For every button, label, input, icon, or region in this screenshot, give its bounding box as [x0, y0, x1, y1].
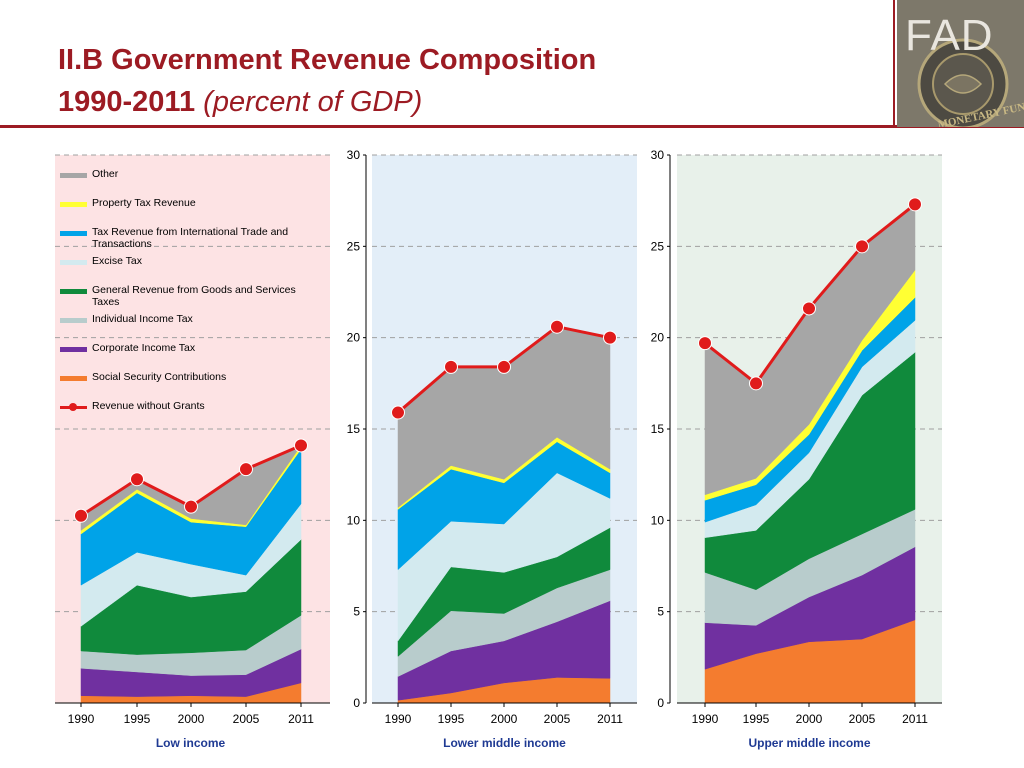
x-tick-label: 2005 — [849, 712, 876, 726]
x-tick-label: 1990 — [385, 712, 412, 726]
x-tick-label: 2005 — [233, 712, 260, 726]
legend-swatch — [60, 260, 87, 265]
legend-label: General Revenue from Goods and Services … — [92, 284, 296, 308]
y-tick-label: 15 — [651, 422, 665, 436]
y-tick-label: 5 — [353, 605, 360, 619]
x-tick-label: 2011 — [288, 712, 314, 726]
point-revenue-without-grants — [603, 330, 617, 345]
x-tick-label: 2005 — [544, 712, 571, 726]
point-revenue-without-grants — [698, 336, 712, 351]
y-tick-label: 0 — [657, 696, 664, 710]
point-revenue-without-grants — [130, 472, 144, 487]
y-tick-label: 20 — [347, 331, 361, 345]
y-tick-label: 10 — [651, 513, 665, 527]
x-tick-label: 1995 — [438, 712, 465, 726]
y-tick-label: 25 — [347, 239, 361, 253]
point-revenue-without-grants — [908, 197, 922, 212]
legend-swatch — [60, 318, 87, 323]
panel-subtitle: Upper middle income — [748, 736, 870, 750]
x-tick-label: 1990 — [68, 712, 95, 726]
y-tick-label: 30 — [651, 148, 665, 162]
legend-label: Excise Tax — [92, 255, 142, 267]
x-tick-label: 1995 — [124, 712, 151, 726]
point-revenue-without-grants — [239, 462, 253, 477]
title-divider — [0, 125, 1024, 128]
y-tick-label: 0 — [353, 696, 360, 710]
legend-swatch — [60, 347, 87, 352]
fad-logo-icon: FAD MONETARY FUND — [897, 0, 1024, 127]
legend-swatch — [60, 202, 87, 207]
legend-swatch — [60, 289, 87, 294]
slide-title: II.B Government Revenue Composition — [58, 44, 597, 76]
panel-upper-middle-income: 1990 1995 2000 2005 2011 0 5 10 15 20 25 30 Upper mi… — [651, 148, 942, 750]
legend-label: Other — [92, 168, 119, 180]
x-tick-label: 2000 — [178, 712, 205, 726]
legend-label: Revenue without Grants — [92, 400, 205, 412]
title-years: 1990-2011 — [58, 86, 196, 118]
y-tick-label: 25 — [651, 239, 665, 253]
title-unit: (percent of GDP) — [203, 86, 423, 118]
point-revenue-without-grants — [391, 405, 405, 420]
svg-text:FAD: FAD — [905, 11, 994, 60]
legend-swatch — [60, 173, 87, 178]
legend-marker-swatch — [69, 403, 77, 411]
point-revenue-without-grants — [855, 239, 869, 254]
point-revenue-without-grants — [550, 319, 564, 334]
y-tick-label: 20 — [651, 331, 665, 345]
legend-swatch — [60, 376, 87, 381]
y-tick-label: 15 — [347, 422, 361, 436]
point-revenue-without-grants — [294, 438, 308, 453]
point-revenue-without-grants — [444, 359, 458, 374]
x-tick-label: 2011 — [597, 712, 623, 726]
y-tick-label: 30 — [347, 148, 361, 162]
legend-label: Tax Revenue from International Trade and… — [92, 226, 289, 250]
x-tick-label: 2000 — [796, 712, 823, 726]
slide-subtitle: 1990-2011 (percent of GDP) — [58, 86, 422, 119]
x-tick-label: 1990 — [692, 712, 719, 726]
point-revenue-without-grants — [74, 508, 88, 523]
point-revenue-without-grants — [749, 376, 763, 391]
x-tick-label: 2000 — [491, 712, 518, 726]
panel-low-income: 1990 1995 2000 2005 2011 Low income — [55, 154, 330, 750]
title-divider-vertical — [893, 0, 895, 127]
y-tick-label: 5 — [657, 605, 664, 619]
legend-label: Corporate Income Tax — [92, 342, 196, 354]
legend-swatch — [60, 231, 87, 236]
x-tick-label: 2011 — [902, 712, 928, 726]
legend-label: Social Security Contributions — [92, 371, 227, 383]
y-tick-label: 10 — [347, 513, 361, 527]
legend-label: Individual Income Tax — [92, 313, 193, 325]
panel-subtitle: Low income — [156, 736, 226, 750]
panel-lower-middle-income: 1990 1995 2000 2005 2011 0 5 10 15 20 25 30 Lower mi… — [347, 148, 637, 750]
point-revenue-without-grants — [497, 359, 511, 374]
x-tick-label: 1995 — [743, 712, 770, 726]
panel-subtitle: Lower middle income — [443, 736, 566, 750]
legend-label: Property Tax Revenue — [92, 197, 196, 209]
point-revenue-without-grants — [802, 301, 816, 316]
point-revenue-without-grants — [184, 499, 198, 514]
